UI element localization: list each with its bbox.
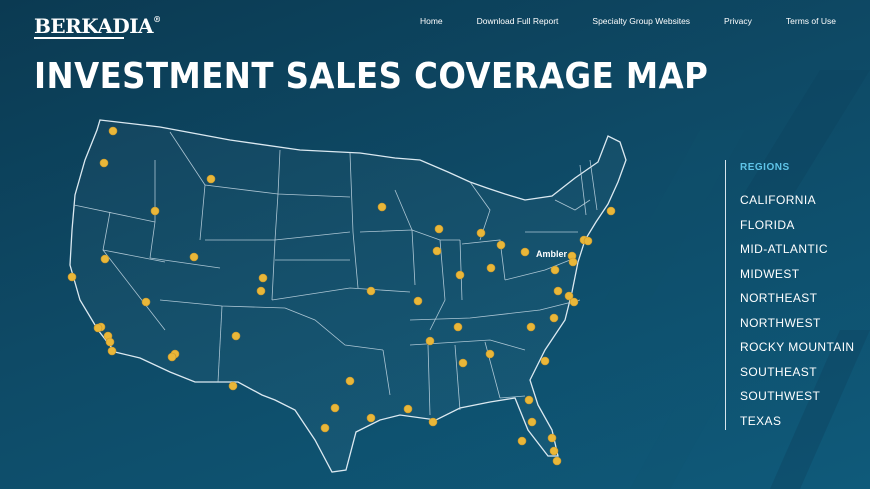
office-marker[interactable] xyxy=(458,358,468,368)
region-northwest[interactable]: NORTHWEST xyxy=(740,315,821,330)
office-marker[interactable] xyxy=(569,297,579,307)
office-marker[interactable] xyxy=(105,337,115,347)
us-outline xyxy=(69,119,627,473)
office-marker[interactable] xyxy=(527,417,537,427)
office-marker[interactable] xyxy=(206,174,216,184)
region-mid-atlantic[interactable]: MID-ATLANTIC xyxy=(740,242,828,256)
region-rocky-mountain[interactable]: ROCKY MOUNTAIN xyxy=(740,340,855,354)
region-southeast[interactable]: SOUTHEAST xyxy=(740,364,817,379)
nav-terms-of-use[interactable]: Terms of Use xyxy=(785,16,836,26)
office-marker[interactable] xyxy=(258,273,268,283)
office-marker[interactable] xyxy=(453,322,463,332)
office-marker[interactable] xyxy=(547,433,557,443)
office-marker[interactable] xyxy=(189,252,199,262)
office-marker[interactable] xyxy=(553,286,563,296)
office-marker[interactable] xyxy=(100,254,110,264)
office-marker[interactable] xyxy=(93,323,103,333)
office-marker[interactable] xyxy=(366,286,376,296)
office-marker[interactable] xyxy=(496,240,506,250)
office-marker[interactable] xyxy=(141,297,151,307)
office-marker[interactable] xyxy=(330,403,340,413)
region-southwest[interactable]: SOUTHWEST xyxy=(740,389,821,403)
office-marker[interactable] xyxy=(231,331,241,341)
nav-home[interactable]: Home xyxy=(419,16,443,26)
region-florida[interactable]: FLORIDA xyxy=(740,217,795,232)
nav-privacy[interactable]: Privacy xyxy=(724,16,752,26)
region-northeast[interactable]: NORTHEAST xyxy=(740,291,818,305)
regions-heading: REGIONS xyxy=(740,162,790,173)
office-marker[interactable] xyxy=(432,246,442,256)
office-marker[interactable] xyxy=(256,286,266,296)
office-marker[interactable] xyxy=(167,352,177,362)
office-marker[interactable] xyxy=(108,126,118,136)
office-marker[interactable] xyxy=(564,291,574,301)
office-marker[interactable] xyxy=(524,395,534,405)
office-marker[interactable] xyxy=(67,272,77,282)
office-marker[interactable] xyxy=(568,257,578,267)
office-marker[interactable] xyxy=(413,296,423,306)
office-marker[interactable] xyxy=(425,336,435,346)
office-marker[interactable] xyxy=(99,158,109,168)
nav-specialty-group-websites[interactable]: Specialty Group Websites xyxy=(592,16,691,26)
ambler-label: Ambler xyxy=(536,249,568,259)
office-marker[interactable] xyxy=(320,423,330,433)
region-texas[interactable]: TEXAS xyxy=(740,413,782,428)
office-marker[interactable] xyxy=(550,265,560,275)
office-marker[interactable] xyxy=(583,236,593,246)
office-marker[interactable] xyxy=(377,202,387,212)
office-marker[interactable] xyxy=(428,417,438,427)
logo-text: BERKADIA xyxy=(34,14,154,38)
office-marker[interactable] xyxy=(434,224,444,234)
berkadia-logo[interactable]: BERKADIA® xyxy=(34,14,161,38)
office-marker[interactable] xyxy=(549,313,559,323)
page-title: INVESTMENT SALES COVERAGE MAP xyxy=(34,56,709,97)
office-marker[interactable] xyxy=(486,263,496,273)
logo-underline xyxy=(34,37,124,39)
regions-panel: REGIONS CALIFORNIA FLORIDA MID-ATLANTIC … xyxy=(725,160,855,430)
office-marker[interactable] xyxy=(455,270,465,280)
office-marker[interactable] xyxy=(517,436,527,446)
office-marker[interactable] xyxy=(540,356,550,366)
region-california[interactable]: CALIFORNIA xyxy=(740,193,817,207)
office-marker[interactable] xyxy=(150,206,160,216)
registered-mark: ® xyxy=(153,14,161,24)
nav-download-full-report[interactable]: Download Full Report xyxy=(476,16,559,26)
region-midwest[interactable]: MIDWEST xyxy=(740,266,800,281)
office-marker[interactable] xyxy=(552,456,562,466)
office-marker[interactable] xyxy=(485,349,495,359)
office-marker[interactable] xyxy=(366,413,376,423)
office-marker[interactable] xyxy=(345,376,355,386)
office-marker[interactable] xyxy=(526,322,536,332)
office-marker[interactable] xyxy=(228,381,238,391)
office-marker[interactable] xyxy=(520,247,530,257)
office-marker[interactable] xyxy=(549,446,559,456)
office-marker[interactable] xyxy=(403,404,413,414)
office-marker[interactable] xyxy=(107,346,117,356)
top-nav: Home Download Full Report Specialty Grou… xyxy=(420,16,836,26)
office-marker[interactable] xyxy=(476,228,486,238)
office-marker[interactable] xyxy=(606,206,616,216)
